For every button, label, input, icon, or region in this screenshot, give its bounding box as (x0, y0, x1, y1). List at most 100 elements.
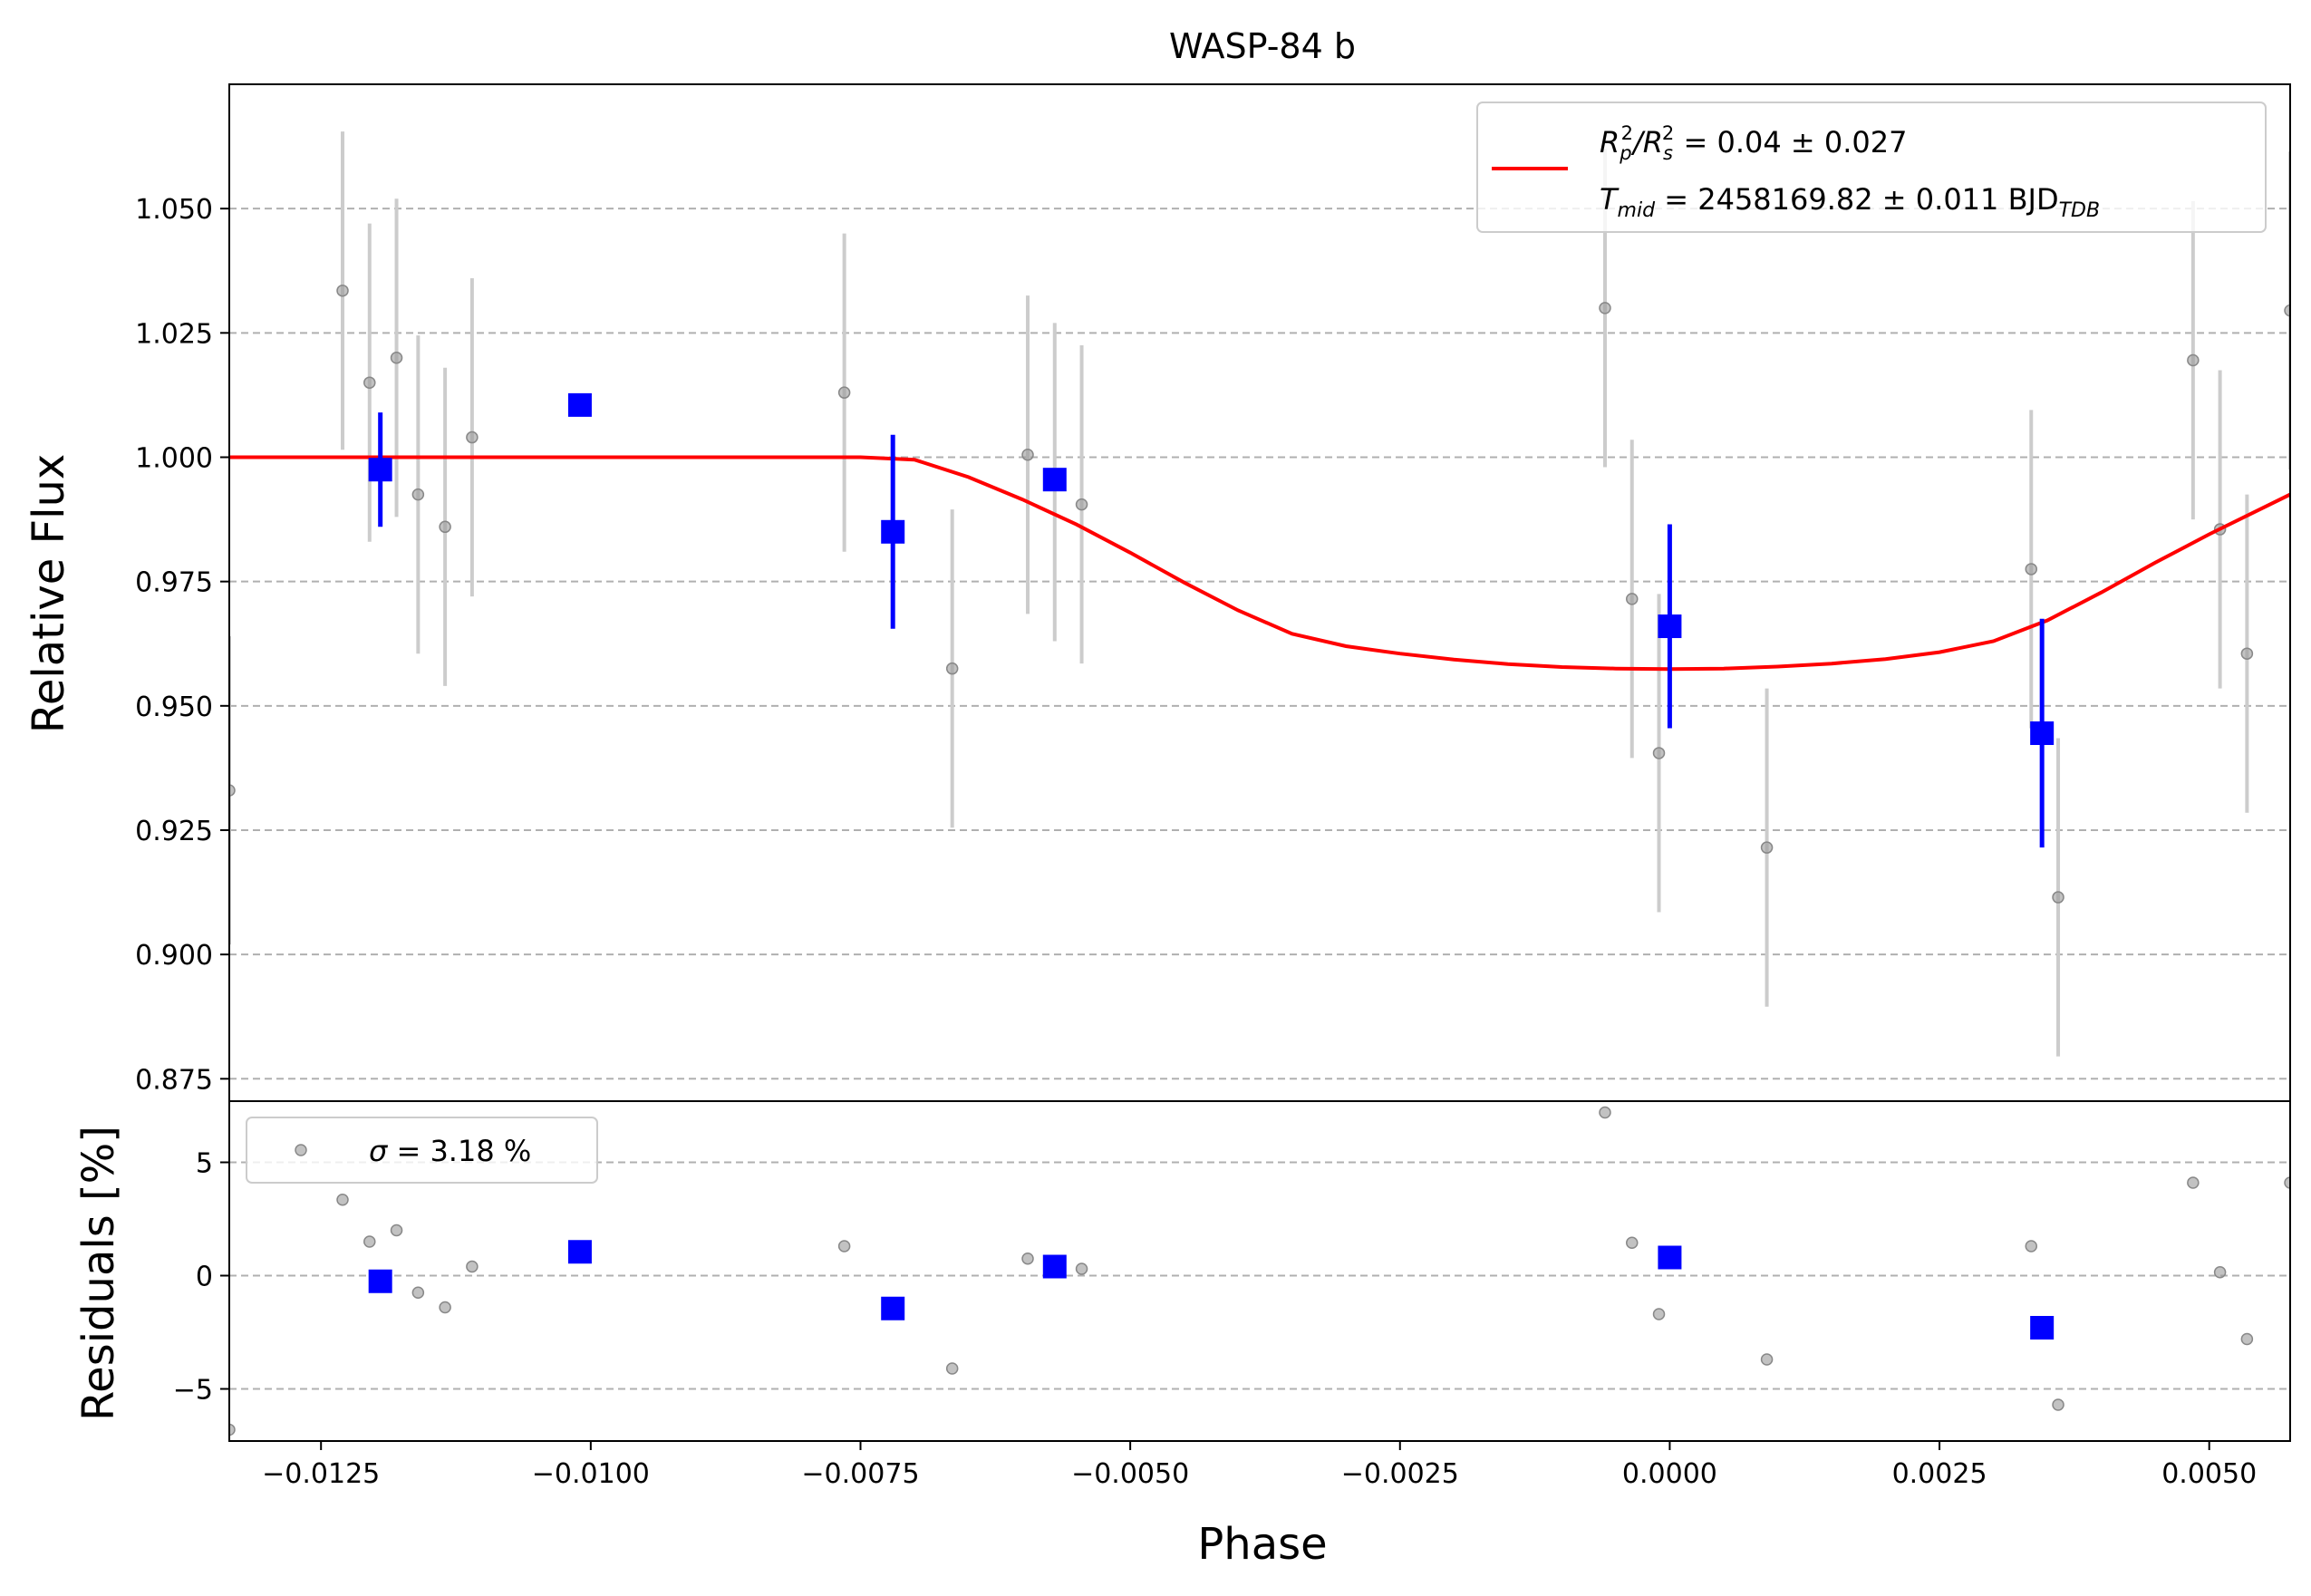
residual-binned-point (1658, 1245, 1682, 1270)
phase-x-tick-label: −0.0125 (262, 1458, 380, 1490)
legend-t-symbol: T (1600, 182, 1620, 217)
residuals-legend: σ = 3.18 % (246, 1117, 598, 1184)
flux-raw-point (2052, 891, 2064, 904)
residual-raw-point (439, 1301, 451, 1314)
legend-sigma-symbol: σ (369, 1134, 389, 1168)
flux-binned-point (881, 519, 905, 544)
residual-raw-point (466, 1260, 479, 1273)
phase-x-axis: −0.0125 −0.0100 −0.0075 −0.0050 −0.0025 0.000… (262, 1441, 2257, 1490)
residual-raw-point (837, 1240, 851, 1253)
residual-raw-point (411, 1286, 425, 1299)
flux-raw-point (1599, 302, 1611, 314)
legend-sigma-label: σ = 3.18 % (369, 1134, 531, 1168)
flux-raw-point (411, 488, 425, 501)
residual-raw-point (1599, 1106, 1611, 1119)
phase-x-axis-title: Phase (1197, 1519, 1327, 1570)
flux-binned-point (1042, 468, 1067, 492)
legend-rp-symbol: R (1600, 125, 1620, 160)
residual-binned-point (368, 1269, 392, 1293)
flux-y-tick-label: 1.050 (135, 194, 213, 226)
flux-legend: Rp2/Rs2 = 0.04 ± 0.027 Tmid = 2458169.82… (1476, 102, 2267, 233)
flux-gridlines (229, 208, 2290, 1080)
flux-y-tick-label: 0.925 (135, 816, 213, 847)
legend-sigma-value: = 3.18 % (387, 1134, 531, 1168)
flux-binned-points (368, 392, 2055, 848)
flux-raw-point (2025, 563, 2038, 576)
residuals-binned-points (368, 1240, 2055, 1340)
residual-raw-point (336, 1194, 349, 1206)
residuals-y-axis-title: Residuals [%] (73, 1126, 124, 1421)
flux-y-tick-label: 0.950 (135, 692, 213, 723)
phase-x-tick-label: 0.0050 (2161, 1458, 2257, 1490)
phase-x-tick-label: −0.0050 (1071, 1458, 1189, 1490)
flux-y-axis-title: Relative Flux (24, 454, 74, 734)
residual-binned-point (881, 1296, 905, 1320)
flux-raw-point (2187, 353, 2200, 367)
residual-binned-point (2030, 1316, 2055, 1340)
legend-rs-sup: 2 (1662, 122, 1674, 144)
residual-raw-point (2187, 1176, 2200, 1189)
legend-t-sub: mid (1618, 199, 1657, 222)
residual-raw-point (1075, 1262, 1088, 1275)
phase-x-tick-label: −0.0025 (1341, 1458, 1459, 1490)
legend-rp-sub: p (1619, 142, 1631, 164)
flux-binned-point (368, 458, 392, 482)
residuals-panel: −5 0 5 Residuals [%] σ = 3.18 % (73, 1100, 2291, 1442)
legend-residual-marker (295, 1144, 307, 1156)
phase-x-tick-label: 0.0000 (1622, 1458, 1717, 1490)
flux-y-tick-label: 0.975 (135, 567, 213, 599)
flux-raw-point (363, 376, 376, 389)
residual-raw-point (390, 1224, 403, 1237)
legend-depth-value: = 0.04 ± 0.027 (1674, 125, 1907, 160)
flux-raw-point (1075, 498, 1088, 511)
flux-raw-point (1760, 841, 1774, 854)
flux-raw-point (229, 784, 236, 797)
residual-raw-point (945, 1362, 959, 1375)
chart-title: WASP-84 b (1169, 26, 1356, 66)
residual-raw-point (1021, 1253, 1034, 1265)
legend-rp-sup: 2 (1621, 122, 1633, 144)
flux-raw-point (439, 520, 451, 534)
flux-y-tick-label: 1.000 (135, 442, 213, 474)
flux-raw-point (2240, 647, 2254, 660)
flux-raw-point (2284, 304, 2290, 317)
residual-raw-point (229, 1423, 236, 1436)
flux-raw-point (1625, 593, 1639, 605)
flux-raw-point (390, 352, 403, 364)
residual-raw-point (1625, 1236, 1639, 1249)
legend-tmid-value: = 2458169.82 ± 0.011 BJD (1655, 182, 2059, 217)
flux-raw-point (1652, 747, 1666, 759)
flux-raw-point (466, 430, 479, 444)
residuals-raw-points (229, 1106, 2290, 1436)
flux-y-tick-label: 0.875 (135, 1064, 213, 1096)
residual-binned-point (567, 1240, 592, 1264)
flux-binned-point (567, 392, 592, 417)
flux-binned-point (1658, 614, 1682, 639)
residual-binned-point (1042, 1254, 1067, 1279)
phase-x-tick-label: −0.0100 (532, 1458, 650, 1490)
residual-raw-point (1760, 1353, 1774, 1366)
legend-bjd-sub: TDB (2059, 199, 2100, 222)
residuals-y-tick-label: 0 (196, 1262, 213, 1293)
residuals-legend-box (246, 1117, 598, 1184)
flux-raw-point (1021, 448, 1034, 461)
residual-raw-point (2213, 1266, 2227, 1279)
flux-y-axis: 0.875 0.900 0.925 0.950 0.975 1.000 1.025 1.050 (135, 194, 229, 1096)
residuals-y-tick-label: −5 (173, 1375, 213, 1407)
flux-raw-points (229, 131, 2290, 1057)
flux-y-tick-label: 1.025 (135, 318, 213, 350)
flux-panel: 0.875 0.900 0.925 0.950 0.975 1.000 1.025 1.050… (24, 83, 2291, 1102)
residual-raw-point (2052, 1398, 2064, 1411)
residual-raw-point (2025, 1240, 2038, 1253)
residuals-y-axis: −5 0 5 (173, 1148, 229, 1407)
residual-raw-point (2240, 1332, 2254, 1346)
flux-legend-box (1476, 102, 2267, 233)
transit-model-curve (229, 455, 2290, 672)
residuals-y-tick-label: 5 (196, 1148, 213, 1180)
residual-raw-point (1652, 1308, 1666, 1320)
flux-raw-point (837, 386, 851, 399)
residual-raw-point (363, 1235, 376, 1248)
legend-rs-symbol: /R (1630, 125, 1663, 160)
